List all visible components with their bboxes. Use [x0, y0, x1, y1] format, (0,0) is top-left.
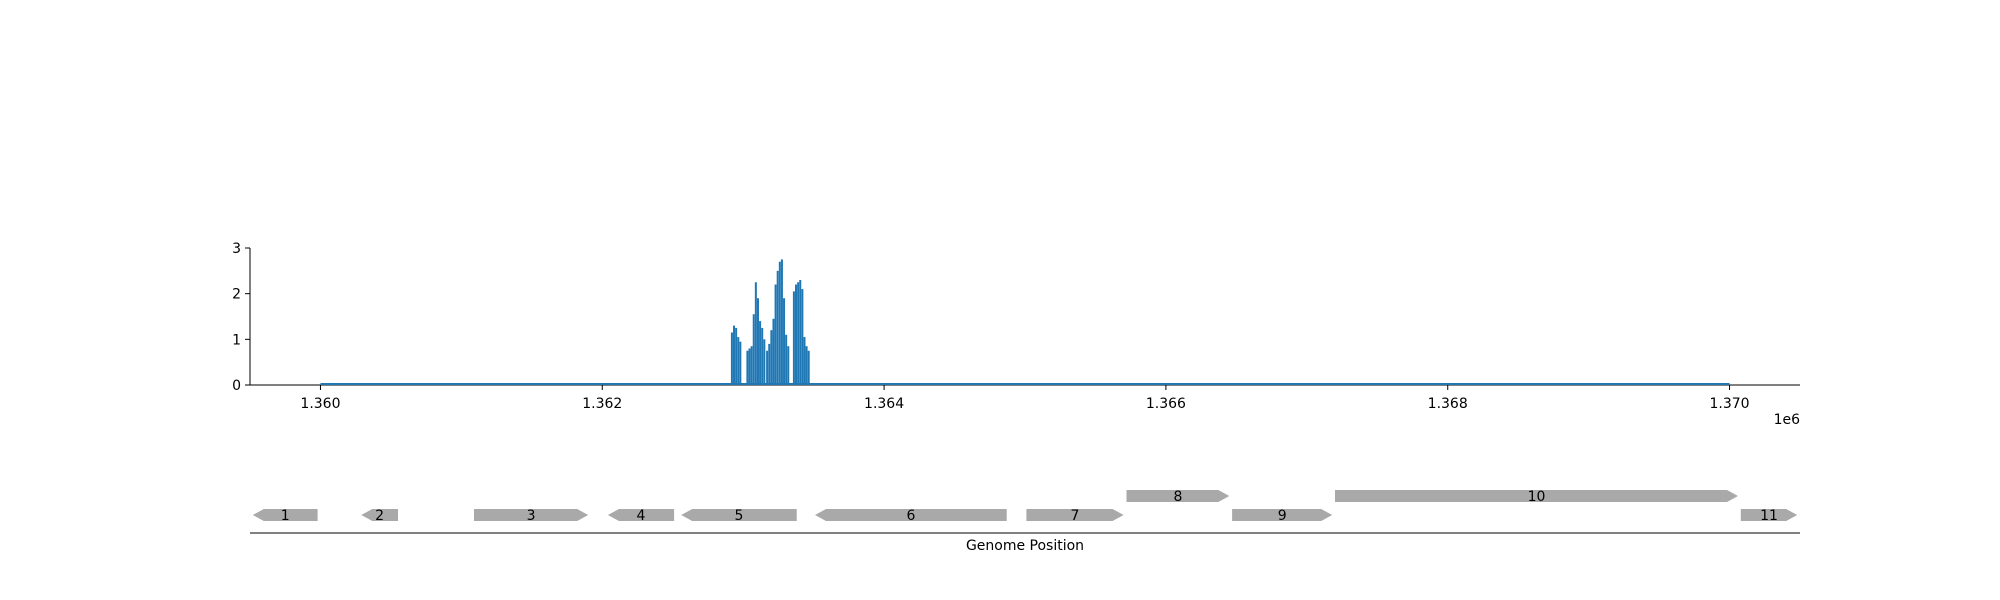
- coverage-bar: [795, 284, 798, 385]
- x-tick-label: 1.366: [1146, 396, 1186, 412]
- gene-track: 1 2 3 4 5 6 7 8 9 10 11 Genome Position: [250, 489, 1800, 554]
- coverage-bar: [754, 282, 757, 385]
- coverage-bar: [768, 343, 771, 385]
- gene-arrow: [1026, 509, 1124, 521]
- x-tick-label: 1.368: [1428, 396, 1468, 412]
- coverage-bar: [752, 314, 755, 385]
- x-tick-label: 1.362: [582, 396, 622, 412]
- coverage-bar: [750, 346, 753, 385]
- coverage-bar: [805, 346, 808, 385]
- coverage-bar: [730, 332, 733, 385]
- gene-arrow: [607, 509, 675, 521]
- coverage-bar: [733, 325, 736, 385]
- coverage-bar: [807, 350, 810, 385]
- coverage-bar: [774, 284, 777, 385]
- x-tick-label: 1.370: [1709, 396, 1749, 412]
- gene-arrow: [474, 509, 589, 521]
- coverage-bar: [746, 350, 749, 385]
- gene-label: 1: [281, 508, 290, 524]
- coverage-bar: [792, 291, 795, 385]
- y-tick-label: 0: [232, 378, 241, 394]
- coverage-bar: [778, 261, 781, 385]
- y-tick-label: 3: [232, 241, 241, 257]
- coverage-bar: [735, 327, 738, 385]
- gene-arrow: [815, 509, 1007, 521]
- gene-label: 2: [375, 508, 384, 524]
- gene-label: 4: [637, 508, 646, 524]
- coverage-bar: [803, 337, 806, 385]
- coverage-bars: [730, 259, 810, 385]
- gene-label: 10: [1528, 489, 1546, 505]
- coverage-bar: [737, 337, 740, 385]
- gene-label: 6: [906, 508, 915, 524]
- x-axis-ticks: 1.360 1.362 1.364 1.366 1.368 1.370: [300, 385, 1750, 412]
- gene-label: 7: [1071, 508, 1080, 524]
- coverage-bar: [797, 282, 800, 385]
- gene-arrow: [1335, 490, 1738, 502]
- gene-arrow: [1232, 509, 1333, 521]
- x-axis-label: Genome Position: [966, 538, 1084, 554]
- coverage-bar: [770, 330, 773, 385]
- coverage-bar: [748, 348, 751, 385]
- coverage-bar: [801, 289, 804, 385]
- coverage-bar: [772, 318, 775, 385]
- gene-arrow: [681, 509, 797, 521]
- coverage-bar: [780, 259, 783, 385]
- y-tick-label: 1: [232, 332, 241, 348]
- x-axis-offset-label: 1e6: [1774, 412, 1801, 428]
- y-axis-ticks: 0 1 2 3: [232, 241, 250, 394]
- coverage-bar: [763, 339, 766, 385]
- coverage-bar: [785, 334, 788, 385]
- coverage-chart: 0 1 2 3 1.360 1.362 1.364 1.366 1.368 1.370 1e6: [232, 241, 1800, 428]
- x-tick-label: 1.360: [300, 396, 340, 412]
- y-tick-label: 2: [232, 287, 241, 303]
- gene-arrow: [252, 509, 318, 521]
- coverage-bar: [739, 341, 742, 385]
- coverage-bar: [759, 321, 762, 385]
- coverage-bar: [776, 270, 779, 385]
- coverage-bar: [756, 298, 759, 385]
- coverage-bar: [766, 350, 769, 385]
- gene-arrow: [1126, 490, 1230, 502]
- x-tick-label: 1.364: [864, 396, 904, 412]
- gene-arrow: [361, 509, 398, 521]
- coverage-bar: [783, 298, 786, 385]
- coverage-bar: [761, 327, 764, 385]
- gene-label: 5: [735, 508, 744, 524]
- gene-label: 3: [527, 508, 536, 524]
- gene-label: 11: [1760, 508, 1778, 524]
- gene-arrows: 1 2 3 4 5 6 7 8 9 10 11: [252, 489, 1798, 524]
- gene-label: 9: [1278, 508, 1287, 524]
- gene-arrow: [1740, 509, 1798, 521]
- gene-label: 8: [1173, 489, 1182, 505]
- coverage-bar: [787, 346, 790, 385]
- coverage-bar: [799, 279, 802, 385]
